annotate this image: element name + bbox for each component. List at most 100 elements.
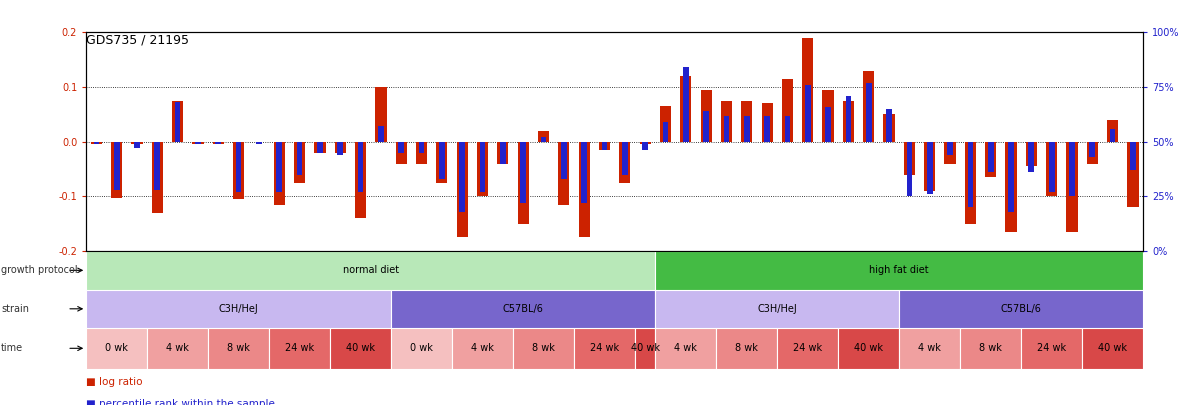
Bar (391, 290, 655, 328)
Bar (399, 142, 405, 153)
Bar (899, 290, 1143, 328)
Bar (1128, 142, 1138, 207)
Bar (480, 142, 486, 192)
Bar (655, 251, 1143, 290)
Text: C3H/HeJ: C3H/HeJ (219, 304, 259, 314)
Bar (886, 109, 892, 142)
Bar (704, 111, 709, 142)
Text: time: time (1, 343, 23, 353)
Bar (294, 142, 305, 183)
Text: 24 wk: 24 wk (285, 343, 314, 353)
Bar (436, 142, 448, 183)
Bar (86, 328, 147, 369)
Bar (376, 87, 387, 142)
Text: 8 wk: 8 wk (979, 343, 1002, 353)
Bar (541, 137, 546, 142)
Bar (741, 101, 753, 142)
Bar (172, 101, 183, 142)
Bar (598, 142, 610, 150)
Bar (724, 115, 729, 142)
Bar (575, 328, 634, 369)
Bar (683, 67, 688, 142)
Bar (1110, 129, 1116, 142)
Bar (517, 142, 529, 224)
Bar (134, 142, 140, 148)
Bar (967, 142, 973, 207)
Bar (356, 142, 366, 218)
Bar (297, 142, 303, 175)
Bar (91, 142, 102, 145)
Bar (578, 142, 590, 237)
Bar (1008, 142, 1014, 212)
Bar (86, 290, 391, 328)
Bar (1089, 142, 1095, 157)
Bar (378, 126, 384, 142)
Text: ■ percentile rank within the sample: ■ percentile rank within the sample (86, 399, 275, 405)
Bar (582, 142, 587, 203)
Text: 8 wk: 8 wk (227, 343, 250, 353)
Bar (1005, 142, 1016, 232)
Bar (514, 328, 575, 369)
Bar (985, 142, 996, 177)
Bar (965, 142, 976, 224)
Bar (330, 328, 391, 369)
Bar (315, 142, 326, 153)
Text: GDS735 / 21195: GDS735 / 21195 (86, 34, 189, 47)
Text: 4 wk: 4 wk (674, 343, 697, 353)
Text: C3H/HeJ: C3H/HeJ (758, 304, 797, 314)
Bar (761, 104, 773, 142)
Bar (208, 328, 269, 369)
Bar (944, 142, 955, 164)
Bar (419, 142, 425, 153)
Bar (439, 142, 445, 179)
Text: high fat diet: high fat diet (869, 265, 929, 275)
Bar (639, 142, 651, 145)
Bar (274, 142, 285, 205)
Bar (622, 142, 627, 175)
Bar (602, 142, 607, 151)
Bar (904, 142, 915, 175)
Bar (111, 142, 122, 198)
Bar (802, 38, 813, 142)
Bar (396, 142, 407, 164)
Text: 4 wk: 4 wk (166, 343, 189, 353)
Bar (152, 142, 163, 213)
Bar (338, 142, 344, 155)
Bar (558, 142, 570, 205)
Bar (804, 85, 810, 142)
Bar (1087, 142, 1098, 164)
Text: 40 wk: 40 wk (631, 343, 660, 353)
Bar (777, 328, 838, 369)
Bar (537, 131, 549, 142)
Bar (452, 328, 514, 369)
Bar (1026, 142, 1037, 166)
Bar (655, 328, 716, 369)
Bar (256, 142, 262, 144)
Bar (863, 71, 874, 142)
Bar (175, 102, 181, 142)
Text: strain: strain (1, 304, 29, 314)
Bar (277, 142, 282, 192)
Bar (193, 142, 203, 145)
Bar (655, 290, 899, 328)
Bar (561, 142, 566, 179)
Text: 4 wk: 4 wk (472, 343, 494, 353)
Text: normal diet: normal diet (342, 265, 399, 275)
Text: C57BL/6: C57BL/6 (503, 304, 543, 314)
Bar (213, 142, 224, 145)
Bar (838, 328, 899, 369)
Bar (1067, 142, 1077, 232)
Bar (154, 142, 160, 190)
Bar (269, 328, 330, 369)
Text: 40 wk: 40 wk (855, 343, 883, 353)
Bar (843, 101, 853, 142)
Bar (1082, 328, 1143, 369)
Bar (1021, 328, 1082, 369)
Bar (1130, 142, 1136, 170)
Bar (1028, 142, 1034, 173)
Bar (865, 83, 871, 142)
Bar (619, 142, 631, 183)
Text: 8 wk: 8 wk (735, 343, 758, 353)
Bar (700, 90, 712, 142)
Bar (236, 142, 242, 192)
